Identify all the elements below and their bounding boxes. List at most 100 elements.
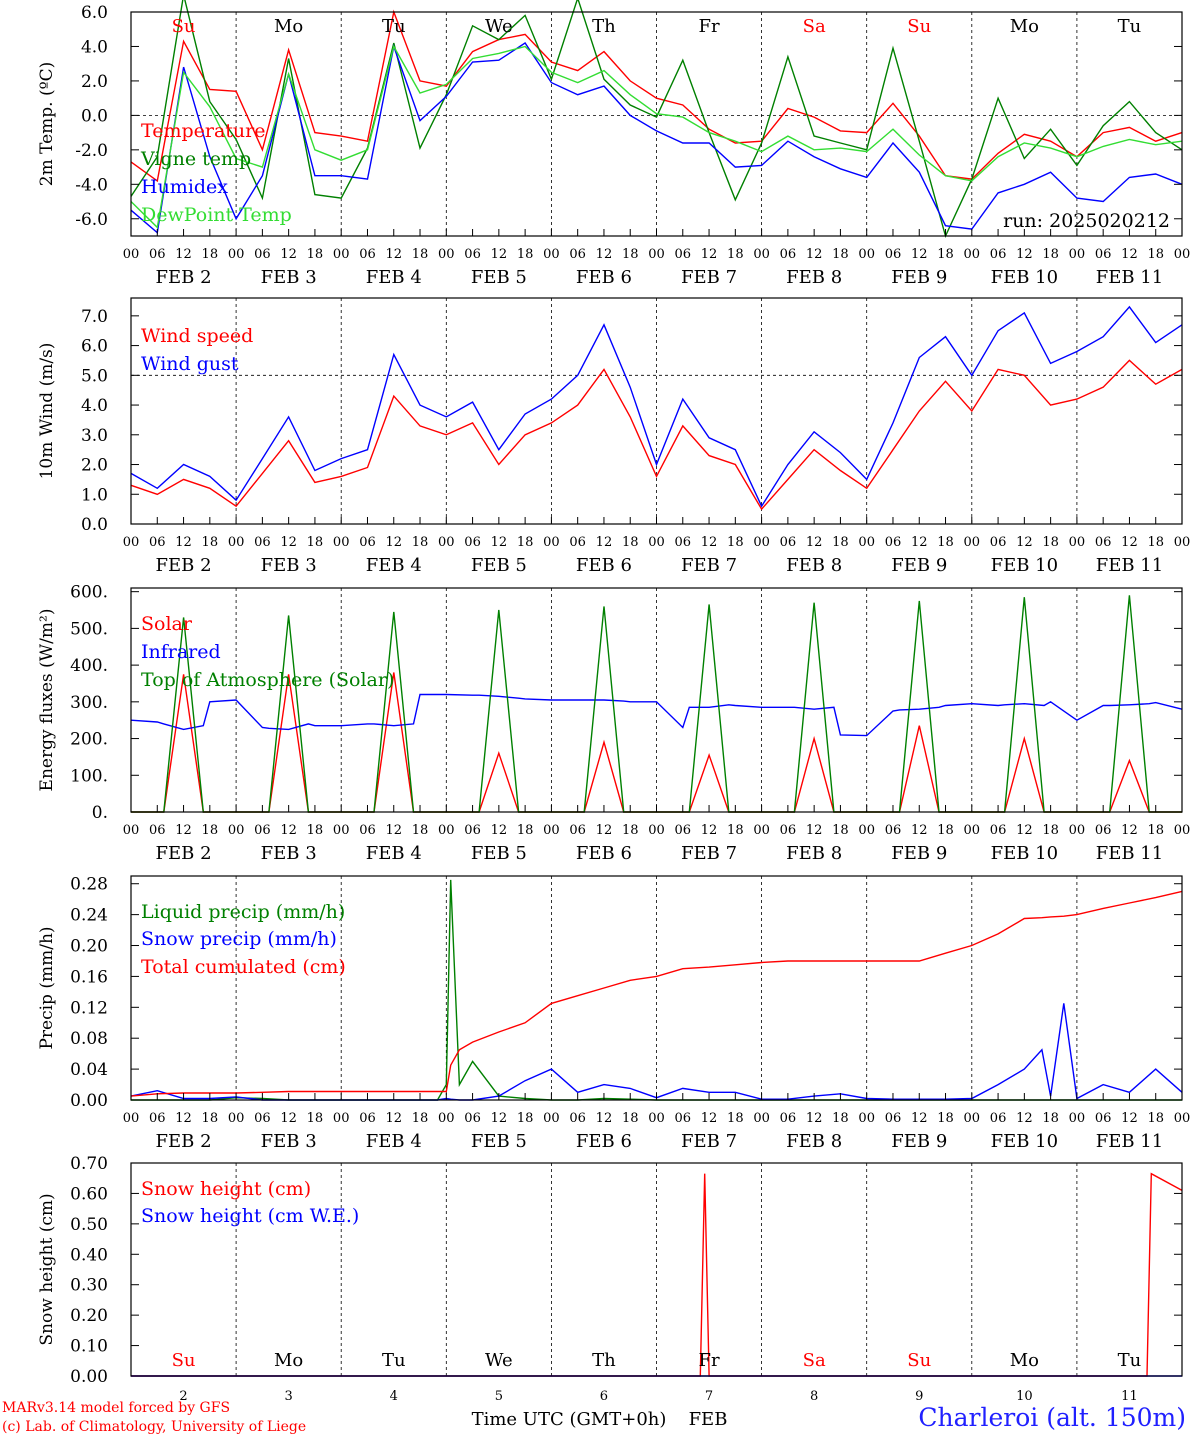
hour-label: 06	[359, 247, 376, 262]
hour-label: 12	[1016, 247, 1033, 262]
hour-label: 12	[701, 823, 718, 838]
hour-label: 06	[464, 823, 481, 838]
hour-label: 18	[622, 823, 639, 838]
y-tick-label: 0.00	[70, 1091, 108, 1111]
date-label: FEB 2	[156, 267, 212, 288]
series-line-humidex	[130, 42, 1183, 234]
y-tick-label: 7.0	[81, 307, 108, 327]
hour-label: 06	[1095, 823, 1112, 838]
date-label: FEB 9	[891, 1131, 947, 1152]
date-label: FEB 9	[891, 267, 947, 288]
day-name-label: Mo	[274, 1350, 303, 1371]
hour-label: 06	[254, 535, 271, 550]
hour-label: 06	[464, 247, 481, 262]
hour-label: 18	[1147, 823, 1164, 838]
hour-label: 06	[675, 247, 692, 262]
series-line-dewpoint-temp	[130, 44, 1183, 229]
hour-label: 18	[517, 1111, 534, 1126]
hour-label: 00	[964, 247, 981, 262]
day-name-label: Tu	[1118, 1350, 1142, 1371]
hour-label: 06	[569, 823, 586, 838]
legend-entry: Snow height (cm W.E.)	[141, 1205, 359, 1227]
hour-label: 00	[123, 1111, 140, 1126]
hour-label: 00	[1069, 247, 1086, 262]
day-name-label: Su	[172, 16, 196, 37]
legend-entry: Liquid precip (mm/h)	[141, 901, 345, 923]
plot-frame	[130, 11, 1183, 237]
hour-label: 06	[569, 247, 586, 262]
hour-label: 06	[780, 823, 797, 838]
day-number-label: 9	[915, 1389, 923, 1404]
hour-label: 18	[412, 247, 429, 262]
hour-label: 00	[123, 535, 140, 550]
hour-label: 00	[228, 823, 245, 838]
hour-label: 12	[175, 823, 192, 838]
hour-label: 00	[753, 247, 770, 262]
hour-label: 18	[1147, 1111, 1164, 1126]
date-label: FEB 5	[471, 267, 527, 288]
hour-label: 00	[543, 247, 560, 262]
hour-label: 12	[596, 823, 613, 838]
date-label: FEB 6	[576, 267, 632, 288]
hour-label: 18	[937, 247, 954, 262]
y-tick-label: 2.0	[81, 456, 108, 476]
hour-label: 12	[1016, 1111, 1033, 1126]
y-tick-label: 0.00	[70, 1367, 108, 1387]
lab-credit: (c) Lab. of Climatology, University of L…	[2, 1419, 307, 1435]
date-label: FEB 7	[681, 267, 737, 288]
hour-label: 00	[438, 247, 455, 262]
hour-label: 18	[517, 823, 534, 838]
day-number-label: 3	[285, 1389, 293, 1404]
plot-frame	[130, 1162, 1183, 1377]
hour-label: 18	[937, 823, 954, 838]
hour-label: 06	[675, 1111, 692, 1126]
y-tick-label: 0.04	[70, 1060, 108, 1080]
hour-label: 00	[333, 247, 350, 262]
hour-label: 12	[280, 247, 297, 262]
hour-label: 00	[648, 823, 665, 838]
hour-label: 06	[254, 247, 271, 262]
day-name-label: Su	[907, 1350, 931, 1371]
hour-label: 06	[359, 823, 376, 838]
hour-label: 06	[254, 1111, 271, 1126]
date-label: FEB 11	[1096, 1131, 1163, 1152]
hour-label: 18	[727, 1111, 744, 1126]
hour-label: 12	[385, 535, 402, 550]
y-tick-label: 0.20	[70, 937, 108, 957]
day-number-label: 4	[390, 1389, 398, 1404]
day-number-label: 7	[705, 1389, 713, 1404]
legend-entry: Total cumulated (cm)	[141, 956, 346, 978]
y-tick-label: 0.08	[70, 1029, 108, 1049]
hour-label: 00	[438, 1111, 455, 1126]
hour-label: 12	[701, 1111, 718, 1126]
legend-entry: Wind speed	[141, 325, 253, 347]
hour-label: 06	[149, 247, 166, 262]
hour-label: 00	[964, 535, 981, 550]
hour-label: 12	[385, 247, 402, 262]
day-name-label: Mo	[274, 16, 303, 37]
y-tick-label: 0.50	[70, 1215, 108, 1235]
date-label: FEB 5	[471, 555, 527, 576]
y-tick-label: 300.	[70, 693, 108, 713]
legend-entry: Top of Atmosphere (Solar)	[141, 669, 394, 691]
model-credit: MARv3.14 model forced by GFS	[2, 1400, 231, 1416]
hour-label: 18	[832, 247, 849, 262]
hour-label: 00	[438, 535, 455, 550]
hour-label: 00	[648, 535, 665, 550]
day-number-label: 8	[810, 1389, 818, 1404]
date-label: FEB 2	[156, 1131, 212, 1152]
hour-label: 12	[280, 535, 297, 550]
y-tick-label: 6.0	[81, 3, 108, 23]
date-label: FEB 4	[366, 267, 422, 288]
series-line-temperature	[130, 9, 1183, 183]
hour-label: 00	[964, 823, 981, 838]
hour-label: 18	[202, 823, 219, 838]
hour-label: 12	[491, 247, 508, 262]
hour-label: 06	[675, 535, 692, 550]
y-tick-label: 0.16	[70, 967, 108, 987]
y-tick-label: 200.	[70, 730, 108, 750]
date-label: FEB 11	[1096, 843, 1163, 864]
hour-label: 18	[1042, 1111, 1059, 1126]
series-line-infrared	[130, 693, 1183, 737]
